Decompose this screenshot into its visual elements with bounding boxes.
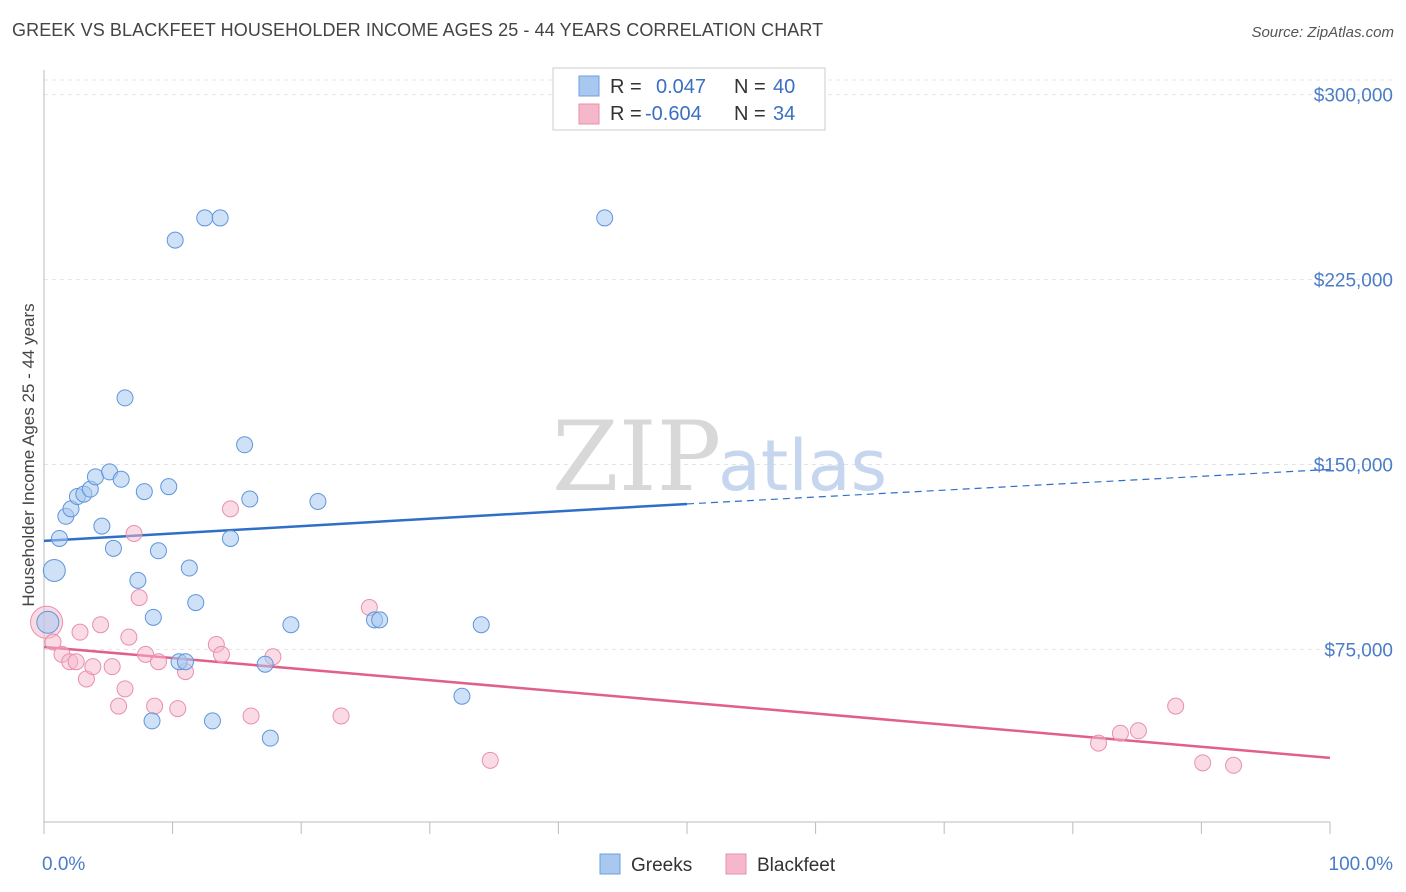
blackfeet-point: [1090, 734, 1108, 752]
greeks-point: [221, 529, 239, 547]
y-tick-label: $225,000: [1314, 271, 1393, 292]
greeks-point: [203, 712, 221, 730]
y-tick-label: $300,000: [1314, 86, 1393, 107]
y-tick-labels: $75,000 $150,000 $225,000 $300,000: [1314, 86, 1393, 662]
greeks-point: [176, 653, 194, 671]
blackfeet-point: [481, 751, 499, 769]
greeks-point: [42, 559, 66, 583]
greeks-point: [166, 231, 184, 249]
greeks-point: [256, 655, 274, 673]
blackfeet-point: [130, 589, 148, 607]
blackfeet-point: [1194, 754, 1212, 772]
y-axis-label: Householder Income Ages 25 - 44 years: [19, 303, 38, 606]
greeks-point: [309, 492, 327, 510]
blackfeet-point: [146, 697, 164, 715]
greeks-point: [472, 616, 490, 634]
greeks-point: [596, 209, 614, 227]
greeks-point: [371, 611, 389, 629]
legend-r-value-greeks: 0.047: [656, 76, 706, 98]
blackfeet-point: [137, 645, 155, 663]
legend-n-value-greeks: 40: [773, 76, 795, 98]
greeks-point: [86, 468, 104, 486]
legend-n-label-greeks: N =: [734, 76, 766, 98]
source-label: Source: ZipAtlas.com: [1251, 24, 1394, 41]
legend: R = 0.047 N = 40 R = -0.604 N = 34: [552, 67, 826, 131]
blackfeet-point: [1129, 722, 1147, 740]
bottom-legend-swatch-blackfeet: [725, 853, 747, 875]
greeks-point: [143, 712, 161, 730]
blackfeet-point: [120, 628, 138, 646]
bottom-legend-blackfeet: Blackfeet: [757, 855, 836, 876]
watermark-zip: ZIP: [552, 401, 721, 513]
blackfeet-point: [1167, 697, 1185, 715]
bottom-legend: Greeks Blackfeet: [599, 853, 836, 876]
blackfeet-point: [332, 707, 350, 725]
greeks-point: [241, 490, 259, 508]
greeks-point: [180, 559, 198, 577]
x-tick-label: 100.0%: [1329, 854, 1394, 875]
blackfeet-point: [71, 623, 89, 641]
axes: [43, 70, 1331, 834]
legend-swatch-blackfeet: [578, 103, 600, 125]
blackfeet-point: [92, 616, 110, 634]
bottom-legend-swatch-greeks: [599, 853, 621, 875]
greeks-point: [93, 517, 111, 535]
greeks-point: [129, 571, 147, 589]
blackfeet-point: [84, 658, 102, 676]
blackfeet-point: [44, 633, 62, 651]
blackfeet-point: [1111, 724, 1129, 742]
y-tick-label: $150,000: [1314, 455, 1393, 476]
y-tick-label: $75,000: [1324, 640, 1393, 661]
legend-n-label-blackfeet: N =: [734, 103, 766, 125]
blackfeet-point: [110, 697, 128, 715]
gridlines: [44, 79, 1392, 650]
greeks-point: [144, 608, 162, 626]
greeks-point: [104, 539, 122, 557]
blackfeet-point: [149, 653, 167, 671]
greeks-point: [50, 529, 68, 547]
blackfeet-point: [116, 680, 134, 698]
greeks-point: [160, 478, 178, 496]
greeks-point: [282, 616, 300, 634]
greeks-point: [211, 209, 229, 227]
blackfeet-point: [1225, 756, 1243, 774]
greeks-point: [196, 209, 214, 227]
greeks-point: [149, 542, 167, 560]
data-points: [30, 209, 1243, 774]
greeks-point: [116, 389, 134, 407]
legend-swatch-greeks: [578, 75, 600, 97]
bottom-legend-greeks: Greeks: [631, 855, 692, 876]
greeks-point: [36, 610, 60, 634]
legend-r-value-blackfeet: -0.604: [645, 103, 702, 125]
watermark-atlas: atlas: [718, 425, 887, 507]
blackfeet-point: [103, 658, 121, 676]
legend-n-value-blackfeet: 34: [773, 103, 795, 125]
greeks-point: [453, 687, 471, 705]
blackfeet-point: [212, 645, 230, 663]
legend-r-label-greeks: R =: [610, 76, 642, 98]
blackfeet-point: [221, 500, 239, 518]
chart-title: GREEK VS BLACKFEET HOUSEHOLDER INCOME AG…: [12, 20, 824, 40]
blackfeet-point: [242, 707, 260, 725]
blackfeet-point: [67, 653, 85, 671]
greeks-point: [261, 729, 279, 747]
greeks-point: [135, 483, 153, 501]
legend-r-label-blackfeet: R =: [610, 103, 642, 125]
blackfeet-point: [125, 525, 143, 543]
greeks-point: [187, 594, 205, 612]
x-tick-labels: 0.0% 100.0%: [42, 854, 1393, 875]
x-tick-label: 0.0%: [42, 854, 85, 875]
watermark: ZIP atlas: [552, 401, 887, 513]
blackfeet-point: [169, 700, 187, 718]
blackfeet-trend-line: [43, 645, 1331, 760]
greeks-trend-line: [43, 502, 688, 543]
greeks-point: [236, 436, 254, 454]
greeks-point: [112, 470, 130, 488]
